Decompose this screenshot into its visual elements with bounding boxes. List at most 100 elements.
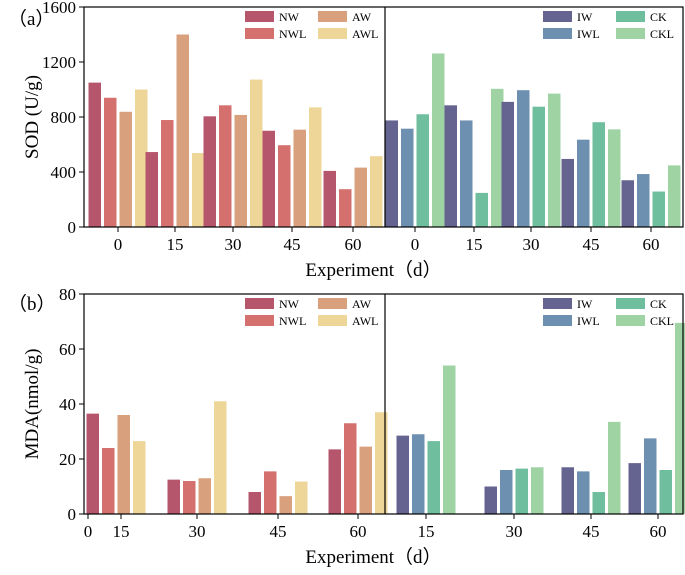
- panel-a-ytick-label: 1600: [42, 0, 76, 17]
- panel-b-xtick-label: 0: [84, 522, 93, 541]
- bar-panel-a-right-CK-15: [475, 192, 488, 227]
- panel-b-legend-swatch-IW: [543, 298, 572, 309]
- panel-a-xtick-label: 30: [225, 235, 242, 254]
- panel-b-legend-swatch-NWL: [245, 315, 274, 326]
- panel-a-xtick-label: 0: [114, 235, 123, 254]
- bar-panel-a-right-CK-45: [592, 122, 605, 227]
- panel-a-xtick-label: 15: [466, 235, 483, 254]
- bar-panel-a-left-AWL-30: [250, 79, 263, 227]
- bar-panel-a-right-IW-30: [501, 101, 514, 227]
- panel-a-panel-label: （a）: [8, 8, 54, 30]
- panel-b-xtick-label: 30: [189, 522, 206, 541]
- bar-panel-b-left-AWL-15: [133, 441, 146, 514]
- bar-panel-b-right-CK-30: [515, 468, 528, 514]
- bar-panel-a-left-AWL-60: [370, 156, 383, 227]
- panel-a-legend-swatch-IW: [543, 11, 572, 22]
- bar-panel-a-right-IW-60: [621, 180, 634, 227]
- bar-panel-a-right-CK-60: [652, 191, 665, 227]
- panel-b-legend-label-NWL: NWL: [279, 314, 306, 328]
- panel-a-ytick-label: 400: [51, 163, 77, 182]
- bar-panel-b-left-AW-60: [359, 446, 372, 514]
- bar-panel-b-right-CK-45: [592, 492, 605, 514]
- panel-b-legend-label-CKL: CKL: [650, 314, 674, 328]
- bar-panel-b-right-IWL-60: [644, 438, 657, 514]
- panel-b-x-axis-title: Experiment（d）: [305, 546, 441, 568]
- panel-a-xtick-label: 60: [345, 235, 362, 254]
- bar-panel-b-right-CKL-45: [608, 421, 621, 514]
- panel-a-legend-label-NWL: NWL: [279, 27, 306, 41]
- bar-panel-a-right-IW-45: [561, 158, 574, 227]
- bar-panel-a-left-AW-45: [293, 129, 306, 227]
- panel-b-xtick-label: 15: [113, 522, 130, 541]
- panel-b-xtick-label: 60: [350, 522, 367, 541]
- panel-a-legend-swatch-IWL: [543, 28, 572, 39]
- panel-a-ytick-label: 1200: [42, 53, 76, 72]
- bar-panel-a-right-CKL-30: [548, 93, 561, 227]
- bar-panel-a-right-IWL-45: [577, 139, 590, 227]
- bar-panel-a-left-AW-60: [354, 167, 367, 227]
- panel-b-legend-swatch-NW: [245, 298, 274, 309]
- panel-b-legend-label-AWL: AWL: [352, 314, 378, 328]
- bar-panel-a-right-IW-15: [444, 105, 457, 227]
- panel-b-xtick-label: 15: [418, 522, 435, 541]
- panel-a-legend-swatch-NWL: [245, 28, 274, 39]
- bar-panel-b-right-IW-45: [561, 467, 574, 514]
- panel-a-legend-swatch-CKL: [616, 28, 645, 39]
- panel-a-legend-swatch-AW: [318, 11, 347, 22]
- bar-panel-a-left-AW-15: [176, 34, 189, 227]
- panel-b-xtick-label: 60: [650, 522, 667, 541]
- bar-panel-b-left-NW-15: [86, 413, 99, 514]
- panel-b-ytick-label: 40: [59, 395, 76, 414]
- panel-b-ytick-label: 60: [59, 340, 76, 359]
- bar-panel-a-left-AWL-0: [135, 89, 148, 227]
- bar-panel-b-right-IW-15: [396, 435, 409, 514]
- panel-b-legend-label-IW: IW: [577, 297, 593, 311]
- panel-a-legend-swatch-AWL: [318, 28, 347, 39]
- bar-panel-a-left-AWL-45: [309, 107, 322, 227]
- panel-a-xtick-label: 45: [583, 235, 600, 254]
- panel-a-x-axis-title: Experiment（d）: [305, 259, 441, 281]
- bar-panel-a-right-CKL-45: [608, 129, 621, 227]
- bar-panel-a-left-AW-0: [119, 111, 132, 227]
- panel-a-legend-label-AW: AW: [352, 10, 372, 24]
- bar-panel-a-left-NW-45: [262, 130, 275, 227]
- panel-b-ytick-label: 20: [59, 450, 76, 469]
- panel-a-xtick-label: 15: [167, 235, 184, 254]
- bar-panel-b-left-NWL-60: [344, 423, 357, 514]
- panel-b-legend-label-NW: NW: [279, 297, 300, 311]
- bar-panel-a-right-IWL-0: [401, 128, 414, 227]
- bar-panel-b-left-NWL-45: [264, 471, 277, 514]
- panel-a-y-axis-title: SOD (U/g): [22, 75, 43, 159]
- panel-a-legend-label-IW: IW: [577, 10, 593, 24]
- panel-a-legend-swatch-CK: [616, 11, 645, 22]
- bar-panel-a-left-NWL-30: [219, 105, 232, 227]
- panel-b-xtick-label: 45: [270, 522, 287, 541]
- bar-panel-a-left-NWL-15: [161, 120, 174, 227]
- bar-panel-a-left-NWL-0: [104, 97, 117, 227]
- panel-b-ytick-label: 0: [68, 505, 77, 524]
- bar-panel-a-right-CKL-60: [668, 165, 681, 227]
- bar-panel-b-right-CKL-30: [531, 467, 544, 514]
- bar-panel-b-left-AWL-60: [375, 412, 388, 514]
- panel-a-legend-label-AWL: AWL: [352, 27, 378, 41]
- bar-panel-b-right-CK-60: [659, 470, 672, 514]
- panel-b-legend-swatch-CK: [616, 298, 645, 309]
- bar-panel-b-left-AWL-30: [214, 401, 227, 514]
- bar-panel-a-left-AWL-15: [192, 153, 205, 227]
- panel-a-legend-label-IWL: IWL: [577, 27, 600, 41]
- panel-b-legend-swatch-AW: [318, 298, 347, 309]
- bar-panel-a-right-CKL-0: [432, 53, 445, 227]
- bar-panel-b-left-NW-45: [248, 492, 261, 514]
- bar-panel-a-left-NWL-45: [278, 145, 291, 227]
- bar-panel-b-left-NW-30: [167, 479, 180, 514]
- bar-panel-b-left-NW-60: [328, 449, 341, 514]
- panel-b-ytick-label: 80: [59, 285, 76, 304]
- bar-panel-b-left-NWL-15: [102, 448, 115, 514]
- bar-panel-a-right-CK-30: [532, 106, 545, 227]
- panel-a-xtick-label: 30: [523, 235, 540, 254]
- panel-b-legend-swatch-CKL: [616, 315, 645, 326]
- panel-a-xtick-label: 45: [284, 235, 301, 254]
- panel-b-legend-swatch-IWL: [543, 315, 572, 326]
